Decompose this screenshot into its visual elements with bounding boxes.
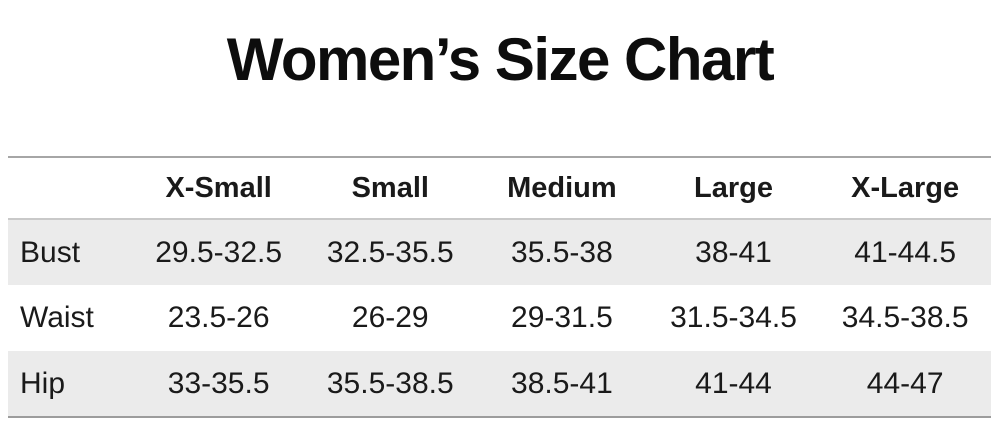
table-row-bust: Bust 29.5-32.5 32.5-35.5 35.5-38 38-41 4… (8, 219, 991, 285)
table-cell: 35.5-38.5 (326, 366, 454, 400)
header-row: X-Small Small Medium Large X-Large (8, 157, 991, 220)
table-cell: 41-44.5 (854, 235, 957, 269)
column-header-xsmall: X-Small (132, 157, 305, 220)
page-title: Women’s Size Chart (226, 26, 775, 93)
table-cell: 26-29 (351, 301, 429, 334)
table-cell: 31.5-34.5 (670, 301, 797, 334)
table-row-hip: Hip 33-35.5 35.5-38.5 38.5-41 41-44 44-4… (8, 351, 991, 417)
corner-cell (8, 157, 133, 220)
column-header-medium: Medium (476, 157, 648, 220)
table-cell: 41-44 (695, 366, 772, 400)
table-cell: 33-35.5 (167, 366, 270, 400)
table-cell: 29-31.5 (511, 301, 613, 334)
table-cell: 23.5-26 (167, 301, 270, 334)
table-cell: 38-41 (695, 235, 772, 269)
row-label: Waist (20, 301, 94, 334)
column-header-small: Small (304, 157, 477, 220)
table-cell: 35.5-38 (511, 235, 613, 269)
table-cell: 29.5-32.5 (155, 235, 283, 269)
row-label: Bust (20, 235, 81, 269)
size-chart-table: X-Small Small Medium Large X-Large Bust … (8, 156, 991, 418)
table-row-waist: Waist 23.5-26 26-29 29-31.5 31.5-34.5 34… (8, 285, 991, 351)
table-cell: 32.5-35.5 (326, 235, 454, 269)
table-cell: 44-47 (866, 366, 944, 400)
row-label: Hip (20, 366, 66, 400)
column-header-xlarge: X-Large (819, 157, 991, 220)
table-cell: 38.5-41 (511, 366, 613, 400)
column-header-large: Large (647, 157, 820, 220)
size-chart-container: X-Small Small Medium Large X-Large Bust … (8, 156, 991, 418)
table-cell: 34.5-38.5 (841, 301, 969, 334)
